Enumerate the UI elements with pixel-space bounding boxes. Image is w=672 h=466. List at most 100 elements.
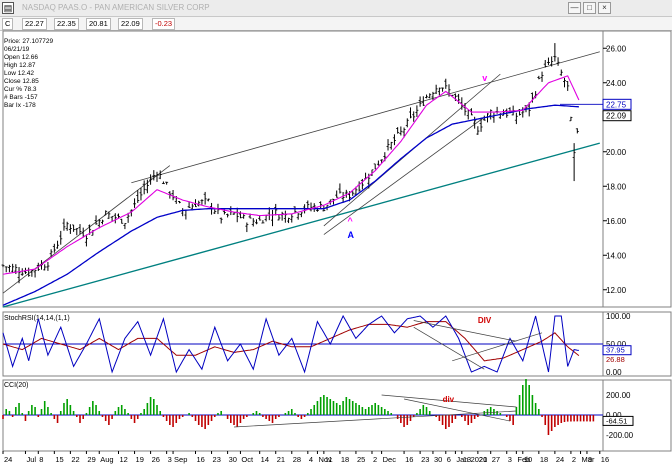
price-annotation: ^ xyxy=(348,216,354,226)
x-tick-label: 15 xyxy=(55,455,63,464)
x-tick-label: 3 xyxy=(168,455,172,464)
cci-trendline xyxy=(233,410,517,428)
price-last-label: 22.09 xyxy=(606,112,627,121)
high-value: 22.35 xyxy=(54,18,79,30)
x-tick-label: Oct xyxy=(241,455,254,464)
price-tick-label: 16.00 xyxy=(606,217,627,226)
rsi-slow-line xyxy=(2,321,580,362)
rsi-div-annotation: DIV xyxy=(478,316,492,325)
x-tick-label: Jan 2020 xyxy=(456,455,487,464)
x-tick-label: Mar xyxy=(582,455,595,464)
price-tick-label: 20.00 xyxy=(606,148,627,157)
stochrsi-title: StochRSI(14,14,(1,1) xyxy=(4,315,70,322)
y-axis-strip xyxy=(602,311,672,377)
trendline-short-channel xyxy=(323,116,485,235)
x-tick-label: 19 xyxy=(136,455,144,464)
x-tick-label: 13 xyxy=(463,455,471,464)
stochrsi-panel: StochRSI(14,14,(1,1) 100.00 50.00 0.00 DIV 37… xyxy=(2,312,632,377)
x-tick-label: 30 xyxy=(229,455,237,464)
x-tick-label: 16 xyxy=(405,455,413,464)
price-tick-label: 26.00 xyxy=(606,44,627,53)
x-tick-label: 16 xyxy=(197,455,205,464)
window-title-bar[interactable]: ▤ NASDAQ PAAS.O - PAN AMERICAN SILVER CO… xyxy=(0,0,672,17)
x-tick-label: 23 xyxy=(421,455,429,464)
price-tick-label: 24.00 xyxy=(606,79,627,88)
x-tick-label: 18 xyxy=(341,455,349,464)
x-tick-label: 25 xyxy=(357,455,365,464)
x-tick-label: Nov xyxy=(318,455,332,464)
x-tick-label: 24 xyxy=(556,455,564,464)
info-line: High 12.87 xyxy=(4,62,36,69)
x-tick-label: Aug xyxy=(100,455,113,464)
x-tick-label: 27 xyxy=(492,455,500,464)
x-tick-label: 2 xyxy=(572,455,576,464)
price-upper-label: 22.75 xyxy=(606,100,627,109)
x-tick-label: 3 xyxy=(508,455,512,464)
price-panel: 26.0024.0022.0020.0018.0016.0014.0012.00… xyxy=(1,43,632,308)
y-axis-strip xyxy=(602,30,672,308)
x-tick-label: 24 xyxy=(4,455,12,464)
close-value: 22.09 xyxy=(118,18,143,30)
close-button[interactable]: × xyxy=(598,2,611,14)
cci-panel: CCI(20) 200.00 0.00 -200.00 div -64.51 xyxy=(2,379,634,440)
info-line: Price: 27.107729 xyxy=(4,38,54,45)
x-tick-label: 8 xyxy=(39,455,43,464)
x-tick-label: Dec xyxy=(383,455,397,464)
slow-moving-average-line xyxy=(2,104,579,306)
x-tick-label: Sep xyxy=(174,455,187,464)
x-tick-label: 18 xyxy=(540,455,548,464)
price-tick-label: 14.00 xyxy=(606,251,627,260)
rsi-blue-label: 37.95 xyxy=(606,346,625,355)
cci-div-annotation: div xyxy=(443,395,455,404)
chart-window-icon[interactable]: ▤ xyxy=(2,2,14,14)
change-value: -0.23 xyxy=(152,18,176,30)
x-tick-label: 12 xyxy=(120,455,128,464)
x-tick-label: 29 xyxy=(87,455,95,464)
x-tick-label: 30 xyxy=(434,455,442,464)
rsi-tick-label: 50.00 xyxy=(606,340,627,349)
cci-trendline xyxy=(381,394,517,408)
cci-last-label: -64.51 xyxy=(606,416,627,425)
x-tick-label: 21 xyxy=(277,455,285,464)
x-tick-label: 9 xyxy=(588,455,592,464)
rsi-blue-flag xyxy=(602,345,632,356)
rsi-divergence-line xyxy=(413,326,485,370)
x-tick-label: 11 xyxy=(325,455,333,464)
minimize-button[interactable]: — xyxy=(568,2,581,14)
x-axis: 24 Jul 8 15 22 29 Aug 12 19 26 3 Sep 16 23 30 Oct 14 21 28… xyxy=(2,450,609,464)
x-tick-label: 6 xyxy=(447,455,451,464)
price-annotation: v xyxy=(482,73,487,83)
x-tick-label: 26 xyxy=(152,455,160,464)
window-title: NASDAQ PAAS.O - PAN AMERICAN SILVER CORP xyxy=(22,3,210,12)
info-line: Cur % 78.3 xyxy=(4,86,37,93)
cci-trendline xyxy=(403,398,511,422)
price-upper-flag xyxy=(602,98,632,110)
trendline-upper-channel xyxy=(131,51,600,184)
x-tick-label: Feb xyxy=(517,455,530,464)
x-tick-label: 14 xyxy=(261,455,269,464)
x-tick-label: 28 xyxy=(293,455,301,464)
x-tick-label: 16 xyxy=(601,455,609,464)
panel-frame xyxy=(2,30,604,308)
cci-tick-label: -200.00 xyxy=(606,431,634,440)
maximize-button[interactable]: □ xyxy=(583,2,596,14)
price-tick-label: 18.00 xyxy=(606,182,627,191)
cci-tick-label: 0.00 xyxy=(606,411,622,420)
info-line: Close 12.85 xyxy=(4,78,39,85)
price-mode-field[interactable]: C xyxy=(2,18,14,30)
cci-tick-label: 200.00 xyxy=(606,391,631,400)
rsi-tick-label: 0.00 xyxy=(606,368,622,377)
low-value: 20.81 xyxy=(86,18,111,30)
trendline-lower-support xyxy=(2,142,600,308)
chart-axes xyxy=(2,30,672,452)
price-last-flag xyxy=(602,110,632,122)
x-tick-label: 23 xyxy=(213,455,221,464)
price-tick-label: 12.00 xyxy=(606,286,627,295)
info-line: # Bars -157 xyxy=(4,94,38,101)
x-tick-label: Jul xyxy=(26,455,36,464)
info-line: Open 12.66 xyxy=(4,54,38,61)
rsi-tick-label: 100.00 xyxy=(606,312,631,321)
rsi-divergence-line xyxy=(413,320,517,342)
